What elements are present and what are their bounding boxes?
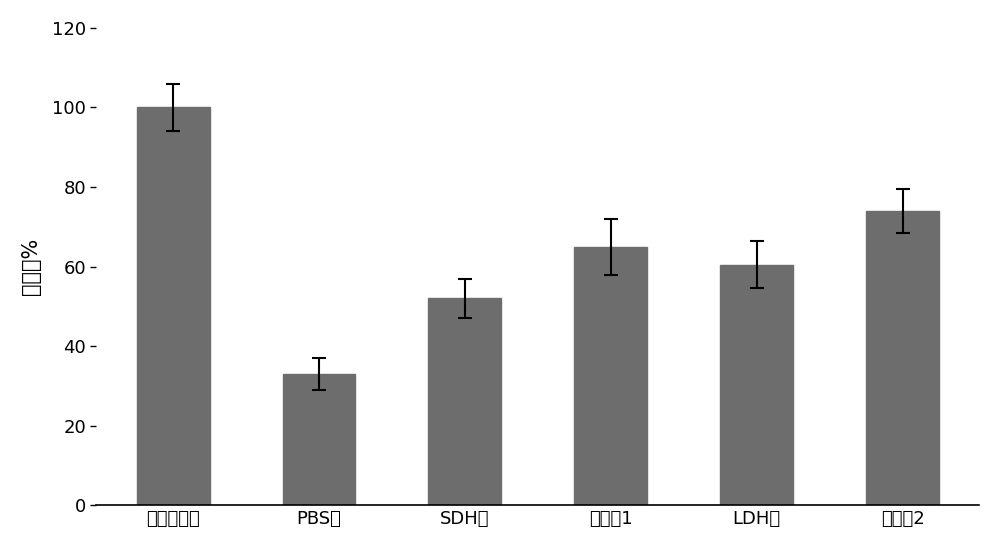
Y-axis label: 存活率%: 存活率%: [21, 238, 41, 295]
Bar: [137, 108, 210, 505]
Bar: [574, 247, 647, 505]
Bar: [720, 265, 793, 505]
Bar: [283, 374, 355, 505]
Bar: [428, 299, 501, 505]
Bar: [866, 211, 939, 505]
